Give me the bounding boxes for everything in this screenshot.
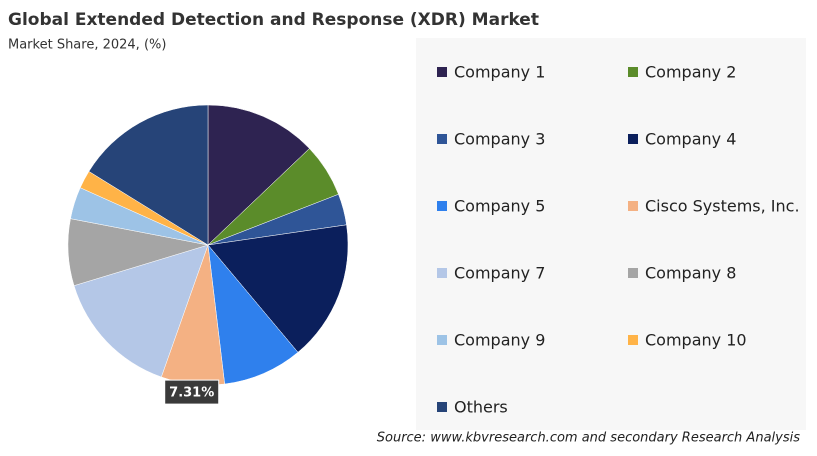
legend-label: Company 8: [645, 264, 736, 283]
pie-slice: [207, 104, 310, 246]
legend-label: Company 7: [454, 264, 545, 283]
legend-swatch: [628, 268, 638, 278]
legend-label: Company 5: [454, 197, 545, 216]
chart-title: Global Extended Detection and Response (…: [8, 10, 539, 30]
source: Source: www.kbvresearch.com and secondar…: [377, 431, 800, 446]
legend-swatch: [628, 67, 638, 77]
chart-subtitle: Market Share, 2024, (%): [8, 38, 166, 53]
legend-label: Cisco Systems, Inc.: [645, 197, 800, 216]
legend-label: Company 9: [454, 331, 545, 350]
data-label-box: [164, 379, 220, 405]
legend-swatch: [437, 268, 447, 278]
legend-label: Company 10: [645, 331, 747, 350]
legend-label: Others: [454, 398, 508, 417]
legend-swatch: [628, 134, 638, 144]
legend-swatch: [437, 201, 447, 211]
legend-swatch: [628, 201, 638, 211]
pie-slice: [207, 224, 349, 353]
legend-label: Company 2: [645, 63, 736, 82]
data-label: 7.31%: [169, 386, 214, 401]
legend-swatch: [437, 335, 447, 345]
pie-slice: [73, 244, 209, 378]
legend-label: Company 1: [454, 63, 545, 82]
legend-panel: [416, 38, 806, 430]
legend-label: Company 4: [645, 130, 736, 149]
legend-label: Company 3: [454, 130, 545, 149]
pie-slice: [207, 244, 299, 385]
legend-swatch: [437, 67, 447, 77]
legend-swatch: [628, 335, 638, 345]
legend-swatch: [437, 402, 447, 412]
pie-slice: [88, 104, 209, 246]
legend-swatch: [437, 134, 447, 144]
